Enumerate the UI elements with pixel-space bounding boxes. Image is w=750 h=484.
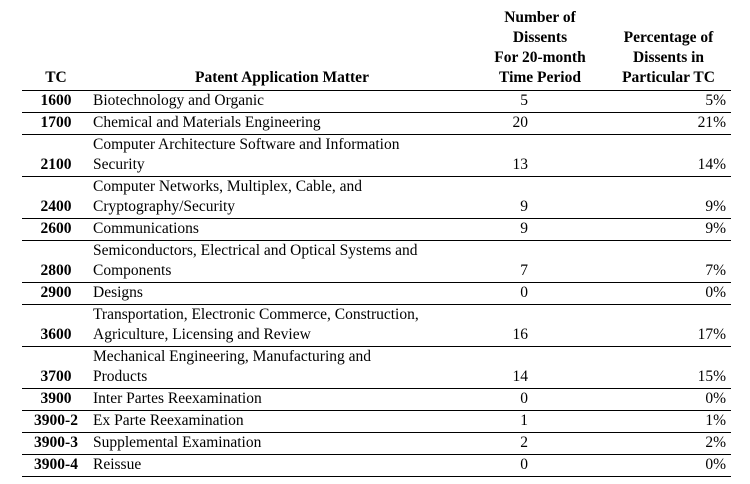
cell-percentage: 17% [606, 304, 731, 347]
cell-percentage: 2% [606, 432, 731, 455]
cell-dissents: 14 [474, 346, 606, 389]
header-matter: Patent Application Matter [90, 8, 474, 91]
cell-dissents: 16 [474, 304, 606, 347]
table-row: 2600 Communications 9 9% [22, 218, 731, 241]
cell-dissents: 5 [474, 90, 606, 113]
header-row: TC Patent Application Matter Number of D… [22, 8, 731, 91]
cell-dissents: 0 [474, 454, 606, 477]
cell-tc: 2900 [22, 282, 90, 305]
cell-dissents: 20 [474, 112, 606, 135]
cell-dissents: 9 [474, 218, 606, 241]
header-percentage-line-1: Percentage of [623, 29, 714, 46]
table-row: 3600 Transportation, Electronic Commerce… [22, 304, 731, 347]
table-row: 1700 Chemical and Materials Engineering … [22, 112, 731, 135]
cell-matter: Ex Parte Reexamination [90, 410, 474, 433]
cell-dissents: 0 [474, 282, 606, 305]
cell-percentage: 21% [606, 112, 731, 135]
cell-tc: 3900 [22, 388, 90, 411]
cell-tc: 1600 [22, 90, 90, 113]
cell-percentage: 5% [606, 90, 731, 113]
dissents-table: TC Patent Application Matter Number of D… [22, 8, 731, 477]
table-row: 3900 Inter Partes Reexamination 0 0% [22, 388, 731, 411]
cell-matter: Semiconductors, Electrical and Optical S… [90, 240, 474, 283]
cell-tc: 3900-2 [22, 410, 90, 433]
cell-matter: Transportation, Electronic Commerce, Con… [90, 304, 474, 347]
cell-dissents: 1 [474, 410, 606, 433]
header-percentage-line-2: Dissents in [632, 49, 705, 66]
cell-matter: Designs [90, 282, 474, 305]
cell-tc: 3600 [22, 304, 90, 347]
cell-matter: Biotechnology and Organic [90, 90, 474, 113]
table-row: 3900-2 Ex Parte Reexamination 1 1% [22, 410, 731, 433]
header-dissents-line-3: For 20-month [494, 49, 586, 66]
cell-percentage: 7% [606, 240, 731, 283]
cell-tc: 3900-4 [22, 454, 90, 477]
cell-matter: Reissue [90, 454, 474, 477]
cell-tc: 1700 [22, 112, 90, 135]
cell-percentage: 9% [606, 176, 731, 219]
header-dissents-line-1: Number of [504, 9, 576, 26]
table-row: 2100 Computer Architecture Software and … [22, 134, 731, 177]
cell-matter: Computer Networks, Multiplex, Cable, and… [90, 176, 474, 219]
cell-percentage: 1% [606, 410, 731, 433]
cell-percentage: 0% [606, 454, 731, 477]
table-row: 1600 Biotechnology and Organic 5 5% [22, 90, 731, 113]
table-row: 2800 Semiconductors, Electrical and Opti… [22, 240, 731, 283]
header-dissents: Number of Dissents For 20-month Time Per… [474, 8, 606, 91]
table-row: 3900-3 Supplemental Examination 2 2% [22, 432, 731, 455]
table-body: 1600 Biotechnology and Organic 5 5% 1700… [22, 90, 731, 477]
table-row: 2400 Computer Networks, Multiplex, Cable… [22, 176, 731, 219]
cell-tc: 3900-3 [22, 432, 90, 455]
cell-tc: 2100 [22, 134, 90, 177]
header-tc: TC [22, 8, 90, 91]
cell-tc: 2400 [22, 176, 90, 219]
cell-percentage: 9% [606, 218, 731, 241]
cell-matter: Supplemental Examination [90, 432, 474, 455]
table-row: 3700 Mechanical Engineering, Manufacturi… [22, 346, 731, 389]
cell-matter: Computer Architecture Software and Infor… [90, 134, 474, 177]
cell-percentage: 14% [606, 134, 731, 177]
cell-dissents: 9 [474, 176, 606, 219]
cell-matter: Communications [90, 218, 474, 241]
cell-tc: 2600 [22, 218, 90, 241]
header-dissents-line-2: Dissents [512, 29, 568, 46]
table-row: 2900 Designs 0 0% [22, 282, 731, 305]
cell-percentage: 0% [606, 282, 731, 305]
cell-dissents: 7 [474, 240, 606, 283]
cell-matter: Inter Partes Reexamination [90, 388, 474, 411]
cell-dissents: 2 [474, 432, 606, 455]
header-percentage-line-3: Particular TC [622, 69, 715, 86]
cell-percentage: 15% [606, 346, 731, 389]
cell-tc: 3700 [22, 346, 90, 389]
cell-tc: 2800 [22, 240, 90, 283]
header-dissents-line-4: Time Period [499, 69, 581, 86]
table-row: 3900-4 Reissue 0 0% [22, 454, 731, 477]
cell-matter: Mechanical Engineering, Manufacturing an… [90, 346, 474, 389]
cell-percentage: 0% [606, 388, 731, 411]
cell-dissents: 0 [474, 388, 606, 411]
cell-dissents: 13 [474, 134, 606, 177]
cell-matter: Chemical and Materials Engineering [90, 112, 474, 135]
header-percentage: Percentage of Dissents in Particular TC [606, 8, 731, 91]
